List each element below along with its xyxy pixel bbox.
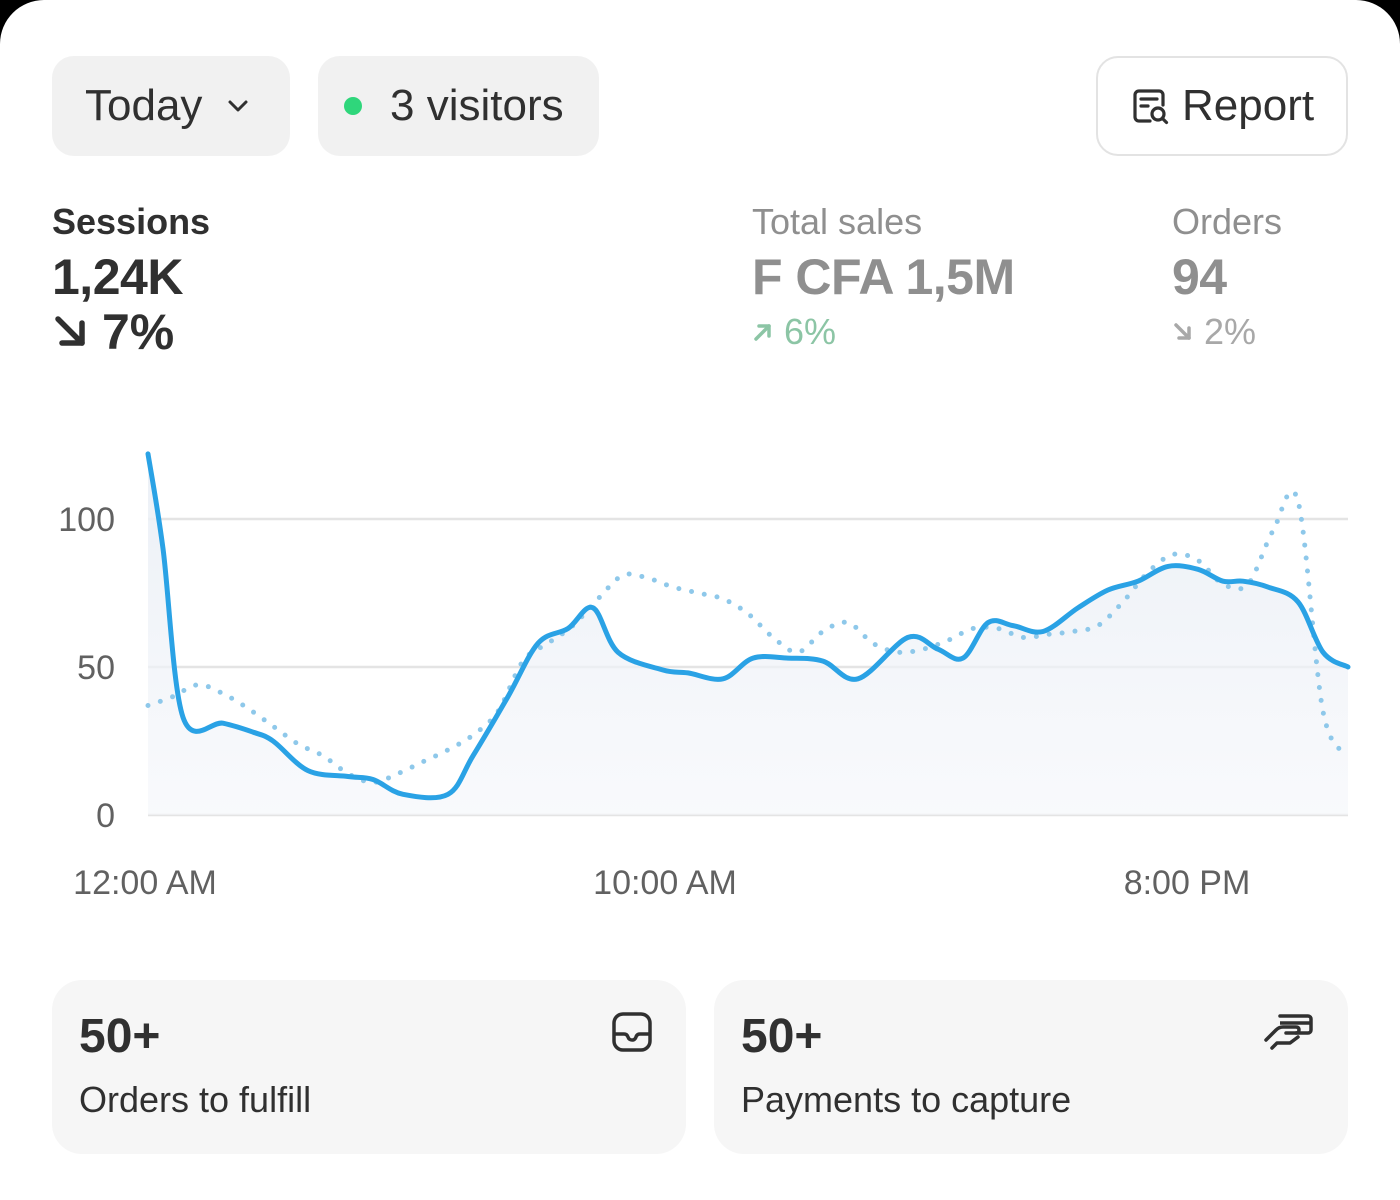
live-visitors-button[interactable]: 3 visitors: [318, 56, 599, 156]
metric-label: Sessions: [52, 201, 211, 242]
orders-to-fulfill-card[interactable]: 50+ Orders to fulfill: [52, 980, 686, 1154]
live-status-dot: [344, 97, 362, 115]
arrow-down-right-icon: [55, 316, 85, 346]
y-tick-label: 100: [58, 501, 115, 539]
live-visitors-label: 3 visitors: [390, 81, 564, 130]
metric-delta: 2%: [1172, 306, 1282, 358]
y-tick-label: 50: [77, 649, 115, 687]
arrow-up-right-icon: [754, 324, 771, 341]
metric-delta-value: 6%: [784, 311, 837, 352]
metric-value: 1,24K: [52, 249, 183, 305]
report-label: Report: [1182, 81, 1315, 130]
current-series-area: [148, 453, 1348, 815]
metric-orders[interactable]: Orders 94 2%: [1172, 200, 1282, 358]
metric-value: F CFA 1,5M: [752, 249, 1015, 305]
hand-card-icon: [1264, 1014, 1313, 1050]
current-series-line: [145, 451, 1351, 801]
metric-delta: 7%: [52, 306, 210, 358]
metric-label: Orders: [1172, 201, 1283, 242]
arrow-down-right-icon: [1174, 323, 1191, 340]
metric-sessions[interactable]: Sessions 1,24K 7%: [52, 200, 210, 358]
chevron-down-icon: [228, 100, 248, 112]
inbox-icon: [612, 1012, 652, 1052]
x-tick-label: 10:00 AM: [593, 864, 737, 902]
metric-delta: 6%: [752, 306, 1015, 358]
metric-delta-value: 2%: [1204, 311, 1257, 352]
task-label: Payments to capture: [741, 1079, 1072, 1120]
x-tick-label: 8:00 PM: [1124, 864, 1251, 902]
task-label: Orders to fulfill: [79, 1079, 312, 1120]
y-tick-label: 0: [96, 797, 115, 835]
date-range-dropdown[interactable]: Today: [52, 56, 290, 156]
report-button[interactable]: Report: [1096, 56, 1348, 156]
sessions-line-chart: 100 50 0 12:00 AM 10:00 AM 8:00 PM: [58, 451, 1351, 902]
task-count: 50+: [741, 1010, 823, 1063]
payments-to-capture-card[interactable]: 50+ Payments to capture: [714, 980, 1348, 1154]
metric-value: 94: [1172, 249, 1227, 305]
report-search-icon: [1133, 89, 1169, 125]
date-range-label: Today: [85, 81, 203, 130]
metric-label: Total sales: [752, 201, 923, 242]
x-tick-label: 12:00 AM: [73, 864, 217, 902]
metric-delta-value: 7%: [102, 304, 175, 360]
metric-total-sales[interactable]: Total sales F CFA 1,5M 6%: [752, 200, 1015, 358]
task-count: 50+: [79, 1010, 161, 1063]
